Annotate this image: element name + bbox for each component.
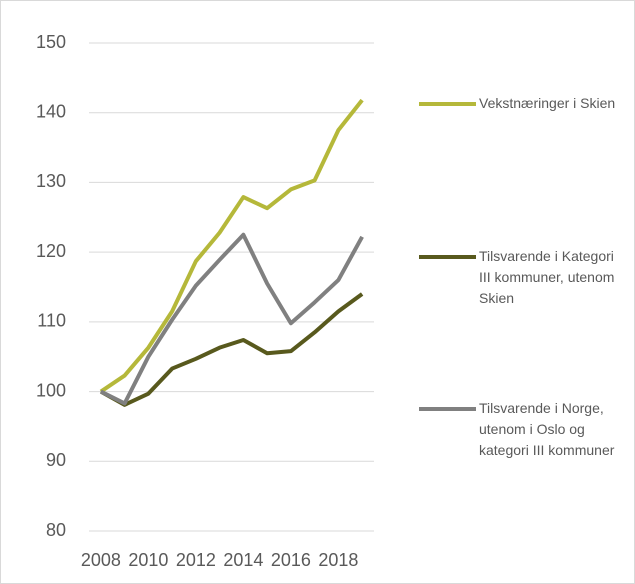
series-line [99, 292, 364, 407]
y-tick-label: 80 [46, 520, 66, 540]
legend-label: Vekstnæringer i Skien [479, 95, 616, 111]
series-line [99, 98, 364, 394]
x-tick-label: 2014 [223, 550, 263, 570]
x-tick-label: 2008 [81, 550, 121, 570]
legend-entry: Vekstnæringer i Skien [419, 93, 619, 114]
y-tick-label: 120 [36, 241, 66, 261]
y-tick-label: 150 [36, 32, 66, 52]
y-tick-label: 130 [36, 171, 66, 191]
x-tick-label: 2010 [128, 550, 168, 570]
x-tick-label: 2012 [176, 550, 216, 570]
legend-swatch [419, 255, 476, 259]
y-tick-label: 90 [46, 450, 66, 470]
y-tick-label: 110 [37, 311, 66, 331]
legend-swatch [419, 407, 476, 411]
legend-label: Tilsvarende i Norge, utenom i Oslo og ka… [479, 400, 615, 458]
legend-entry: Tilsvarende i Norge, utenom i Oslo og ka… [419, 398, 619, 461]
x-tick-label: 2018 [318, 550, 358, 570]
x-tick-label: 2016 [271, 550, 311, 570]
y-tick-label: 140 [36, 101, 66, 121]
legend-label: Tilsvarende i Kategori III kommuner, ute… [479, 248, 615, 306]
series-line [99, 232, 364, 406]
legend-swatch [419, 102, 476, 106]
legend-entry: Tilsvarende i Kategori III kommuner, ute… [419, 246, 619, 309]
y-tick-label: 100 [36, 380, 66, 400]
